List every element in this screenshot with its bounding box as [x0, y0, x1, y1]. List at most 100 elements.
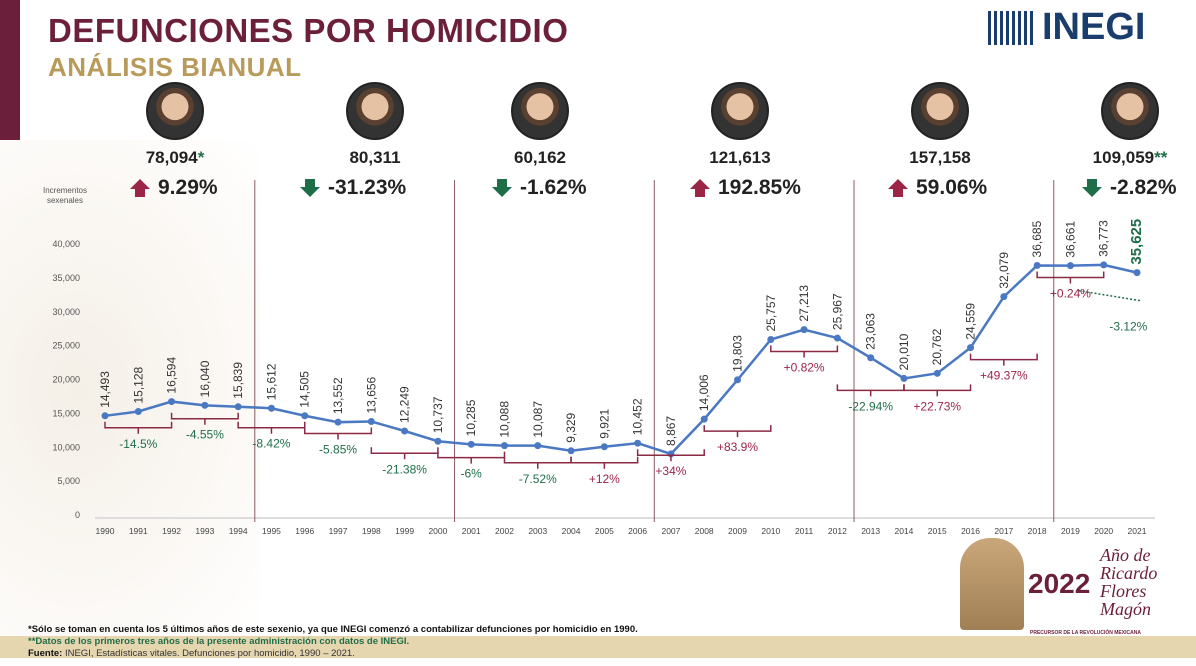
sexenal-change: 9.29%: [130, 176, 218, 200]
administration-1: 78,094*: [105, 82, 245, 168]
emblem-tagline: PRECURSOR DE LA REVOLUCIÓN MEXICANA: [1030, 630, 1141, 636]
biannual-bracket: [437, 451, 506, 464]
x-tick-label: 2021: [1128, 526, 1147, 536]
sexenal-change-value: 9.29%: [158, 176, 218, 199]
y-tick-label: 40,000: [52, 239, 80, 249]
x-tick-label: 2008: [695, 526, 714, 536]
x-tick-label: 2019: [1061, 526, 1080, 536]
data-label: 20,762: [930, 328, 944, 365]
data-label: 24,559: [964, 303, 978, 340]
x-tick-label: 1995: [262, 526, 281, 536]
biannual-change-label: -6%: [461, 467, 483, 481]
x-tick-label: 1992: [162, 526, 181, 536]
biannual-bracket: [1036, 271, 1105, 284]
sexenal-change-value: -2.82%: [1110, 176, 1177, 199]
total-mark: *: [197, 148, 205, 167]
biannual-bracket: [503, 456, 572, 469]
data-label: 8,867: [664, 416, 678, 446]
increments-label: Incrementos sexenales: [42, 186, 88, 205]
source-text: INEGI, Estadísticas vitales. Defunciones…: [62, 648, 355, 659]
data-label: 13,552: [331, 377, 345, 414]
sexenal-change: -2.82%: [1082, 176, 1177, 200]
x-tick-label: 2015: [928, 526, 947, 536]
sexenal-change-value: 192.85%: [718, 176, 801, 199]
data-point: [267, 404, 275, 412]
x-tick-label: 1998: [362, 526, 381, 536]
data-point: [567, 447, 575, 455]
page-title: DEFUNCIONES POR HOMICIDIO: [48, 12, 569, 49]
data-point: [101, 412, 109, 420]
data-point: [201, 401, 209, 409]
x-tick-label: 2009: [728, 526, 747, 536]
data-label: 36,773: [1097, 220, 1111, 257]
sexenal-change: 59.06%: [888, 176, 987, 200]
data-point: [334, 418, 342, 426]
x-tick-label: 2007: [661, 526, 680, 536]
president-photo: [1101, 82, 1159, 140]
x-tick-label: 2017: [994, 526, 1013, 536]
data-point: [500, 442, 508, 450]
data-label: 14,006: [697, 374, 711, 411]
data-point: [1000, 293, 1008, 301]
data-label: 19,803: [731, 335, 745, 372]
biannual-change-label: +34%: [655, 464, 686, 478]
data-point: [867, 354, 875, 362]
sexenal-change-value: 59.06%: [916, 176, 988, 199]
data-point: [634, 439, 642, 447]
y-tick-label: 35,000: [52, 273, 80, 283]
data-point: [301, 412, 309, 420]
emblem-year: 2022: [1028, 568, 1091, 599]
x-tick-label: 2006: [628, 526, 647, 536]
biannual-bracket: [703, 425, 772, 438]
biannual-change-label: +83.9%: [717, 440, 758, 454]
biannual-bracket: [237, 421, 306, 434]
data-label: 32,079: [997, 252, 1011, 289]
page-subtitle: ANÁLISIS BIANUAL: [48, 52, 302, 82]
footnote-2: **Datos de los primeros tres años de la …: [28, 636, 410, 647]
x-tick-label: 2010: [761, 526, 780, 536]
biannual-change-label: +22.73%: [913, 399, 961, 413]
y-tick-label: 20,000: [52, 375, 80, 385]
x-tick-label: 2012: [828, 526, 847, 536]
biannual-change-label: +0.24%: [1050, 286, 1091, 300]
sexenal-change: -1.62%: [492, 176, 587, 200]
data-point: [1100, 261, 1108, 269]
data-point: [833, 334, 841, 342]
brand-bar: [0, 0, 20, 140]
data-point: [467, 440, 475, 448]
data-label: 25,757: [764, 294, 778, 331]
administration-total: 78,094*: [105, 148, 245, 168]
data-point: [933, 369, 941, 377]
president-photo: [511, 82, 569, 140]
arrow-down-icon: [492, 179, 512, 197]
source-label: Fuente:: [28, 648, 63, 659]
data-point: [600, 443, 608, 451]
data-label: 12,249: [398, 386, 412, 423]
biannual-bracket: [636, 449, 705, 462]
biannual-change-label: +0.82%: [784, 360, 825, 374]
data-point: [900, 374, 908, 382]
sexenal-change: -31.23%: [300, 176, 406, 200]
data-label: 35,625: [1128, 219, 1145, 265]
x-tick-label: 1999: [395, 526, 414, 536]
data-label: 9,329: [564, 412, 578, 442]
administration-total: 109,059**: [1060, 148, 1196, 168]
president-photo: [146, 82, 204, 140]
biannual-bracket: [370, 447, 439, 460]
data-label: 13,656: [364, 376, 378, 413]
data-label: 14,505: [298, 371, 312, 408]
x-tick-label: 2000: [428, 526, 447, 536]
background-pattern: [0, 140, 260, 640]
data-label: 23,063: [864, 313, 878, 350]
data-point: [234, 403, 242, 411]
x-tick-label: 2014: [895, 526, 914, 536]
total-value: 60,162: [514, 148, 566, 167]
sexenal-change-value: -31.23%: [328, 176, 407, 199]
data-point: [168, 398, 176, 406]
x-tick-label: 2001: [462, 526, 481, 536]
y-tick-label: 30,000: [52, 307, 80, 317]
x-tick-label: 2004: [562, 526, 581, 536]
x-tick-label: 1997: [329, 526, 348, 536]
x-tick-label: 2011: [795, 526, 814, 536]
data-label: 16,040: [198, 360, 212, 397]
